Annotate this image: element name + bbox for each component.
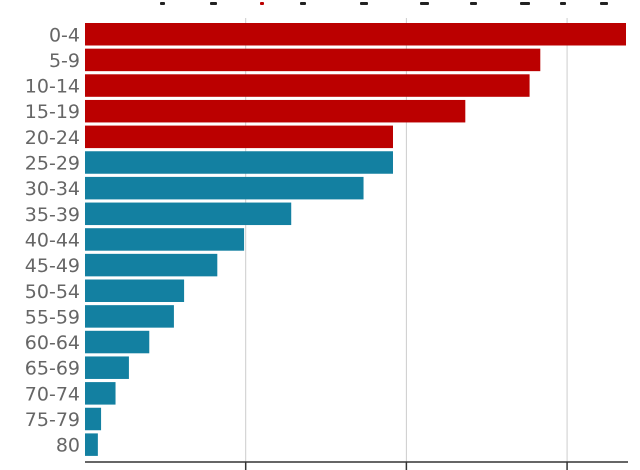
category-label-55-59: 55-59	[25, 306, 80, 328]
category-label-10-14: 10-14	[25, 76, 80, 98]
bar-70-74	[85, 382, 116, 405]
cropped-title-strip	[0, 0, 640, 8]
bar-55-59	[85, 305, 174, 328]
category-label-5-9: 5-9	[49, 50, 80, 72]
bars	[85, 23, 626, 456]
category-label-30-34: 30-34	[25, 178, 80, 200]
category-label-45-49: 45-49	[25, 255, 80, 277]
category-label-35-39: 35-39	[25, 204, 80, 226]
bar-45-49	[85, 253, 218, 277]
bar-30-34	[85, 176, 364, 200]
x-axis	[85, 461, 628, 470]
bar-25-29	[85, 151, 393, 174]
category-label-75-79: 75-79	[25, 409, 80, 431]
bar-35-39	[85, 202, 292, 226]
category-label-20-24: 20-24	[25, 127, 80, 149]
category-label-70-74: 70-74	[25, 383, 80, 405]
category-label-15-19: 15-19	[25, 101, 80, 123]
bar-5-9	[85, 48, 541, 72]
category-label-40-44: 40-44	[25, 229, 80, 251]
category-label-25-29: 25-29	[25, 153, 80, 175]
bar-40-44	[85, 228, 245, 251]
category-label-60-64: 60-64	[25, 332, 80, 354]
bar-80	[85, 433, 98, 456]
category-label-50-54: 50-54	[25, 281, 80, 303]
bar-60-64	[85, 330, 150, 354]
category-label-65-69: 65-69	[25, 358, 80, 380]
bar-20-24	[85, 125, 393, 149]
category-label-0-4: 0-4	[49, 24, 80, 46]
bar-75-79	[85, 407, 102, 431]
category-labels: 0-4 5-9 10-14 15-19 20-24 25-29 30-34 35-39 40-4…	[25, 24, 80, 456]
bar-0-4	[85, 23, 626, 46]
category-label-80: 80	[56, 435, 80, 457]
bar-15-19	[85, 99, 466, 123]
bar-10-14	[85, 74, 530, 97]
bar-65-69	[85, 356, 129, 379]
bar-50-54	[85, 279, 185, 302]
